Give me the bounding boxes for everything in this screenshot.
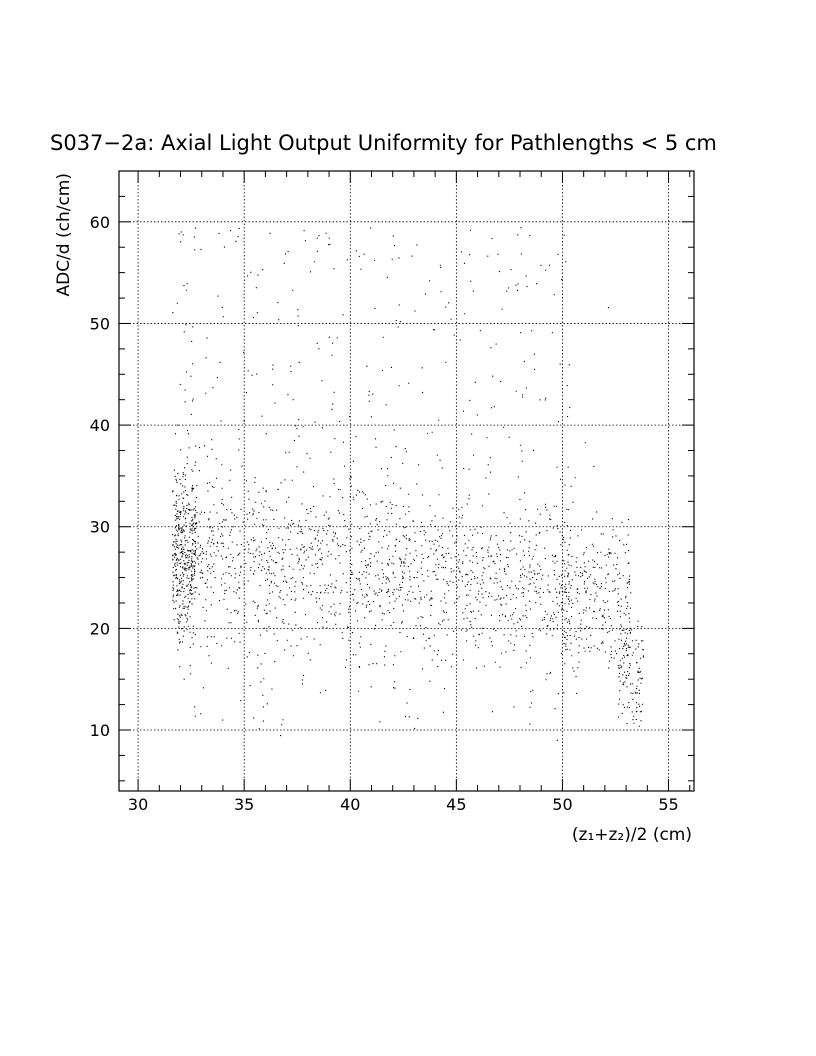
axis-ticks bbox=[119, 170, 694, 791]
x-tick-label-5: 55 bbox=[658, 795, 678, 814]
scatter-points bbox=[172, 227, 644, 741]
x-axis-label: (z₁+z₂)/2 (cm) bbox=[572, 825, 692, 845]
scatter-point-cloud bbox=[172, 227, 644, 741]
x-tick-label-1: 35 bbox=[234, 795, 254, 814]
x-tick-label-3: 45 bbox=[446, 795, 466, 814]
y-tick-label-2: 30 bbox=[90, 518, 110, 537]
x-tick-label-4: 50 bbox=[552, 795, 572, 814]
y-tick-labels: 10 20 30 40 50 60 bbox=[90, 213, 110, 740]
chart-title: S037−2a: Axial Light Output Uniformity f… bbox=[50, 131, 717, 155]
y-tick-label-1: 20 bbox=[90, 619, 110, 638]
y-tick-label-5: 60 bbox=[90, 213, 110, 232]
x-tick-label-2: 40 bbox=[340, 795, 360, 814]
x-tick-label-0: 30 bbox=[128, 795, 148, 814]
y-axis-label: ADC/d (ch/cm) bbox=[54, 173, 74, 297]
grid bbox=[119, 171, 694, 791]
y-tick-label-4: 50 bbox=[90, 314, 110, 333]
plot-frame bbox=[118, 170, 695, 792]
y-tick-label-3: 40 bbox=[90, 416, 110, 435]
y-tick-label-0: 10 bbox=[90, 721, 110, 740]
x-tick-labels: 30 35 40 45 50 55 bbox=[128, 795, 679, 814]
